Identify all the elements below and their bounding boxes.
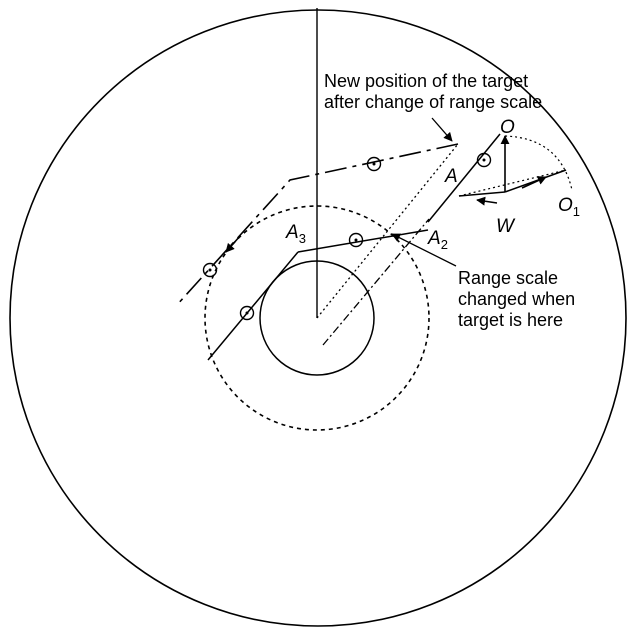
point-label-o: O [500,117,515,138]
plot-marker-2 [202,262,218,278]
plot-marker-1 [366,156,382,172]
point-label-a: A [444,166,458,187]
leader-range-scale [391,233,457,267]
vector-a-to-o1-dotted [458,169,567,197]
radar-screen-circle [9,9,627,627]
plot-marker-3 [476,152,492,168]
dashed-track-arrow [225,235,241,253]
solid-track-upper [427,133,501,223]
vector-w-to-a-arrow [476,196,498,206]
plot-marker-4 [348,232,364,248]
dotted-relative-line [316,143,459,319]
dotted-arc-o-o1 [504,135,573,191]
dashed-target-track [175,143,459,307]
range-scale-label-line3: target is here [458,310,563,330]
point-label-o1: O1 [558,195,580,219]
dashed-range-ring [204,205,430,431]
new-position-label-line2: after change of range scale [324,92,542,112]
point-label-a2: A2 [427,228,448,252]
new-position-label-line1: New position of the target [324,71,528,91]
range-scale-label-line1: Range scale [458,268,558,288]
dash-dot-line [322,218,430,346]
vector-w-to-o1-arrow [521,176,547,189]
solid-track-lower [207,251,299,361]
range-scale-label-line2: changed when [458,289,575,309]
point-label-a3: A3 [285,222,306,246]
vector-w-to-a [458,191,506,197]
leader-new-position [431,117,453,142]
inner-range-circle [259,260,375,376]
point-label-w: W [496,216,516,237]
plot-marker-5 [239,305,255,321]
